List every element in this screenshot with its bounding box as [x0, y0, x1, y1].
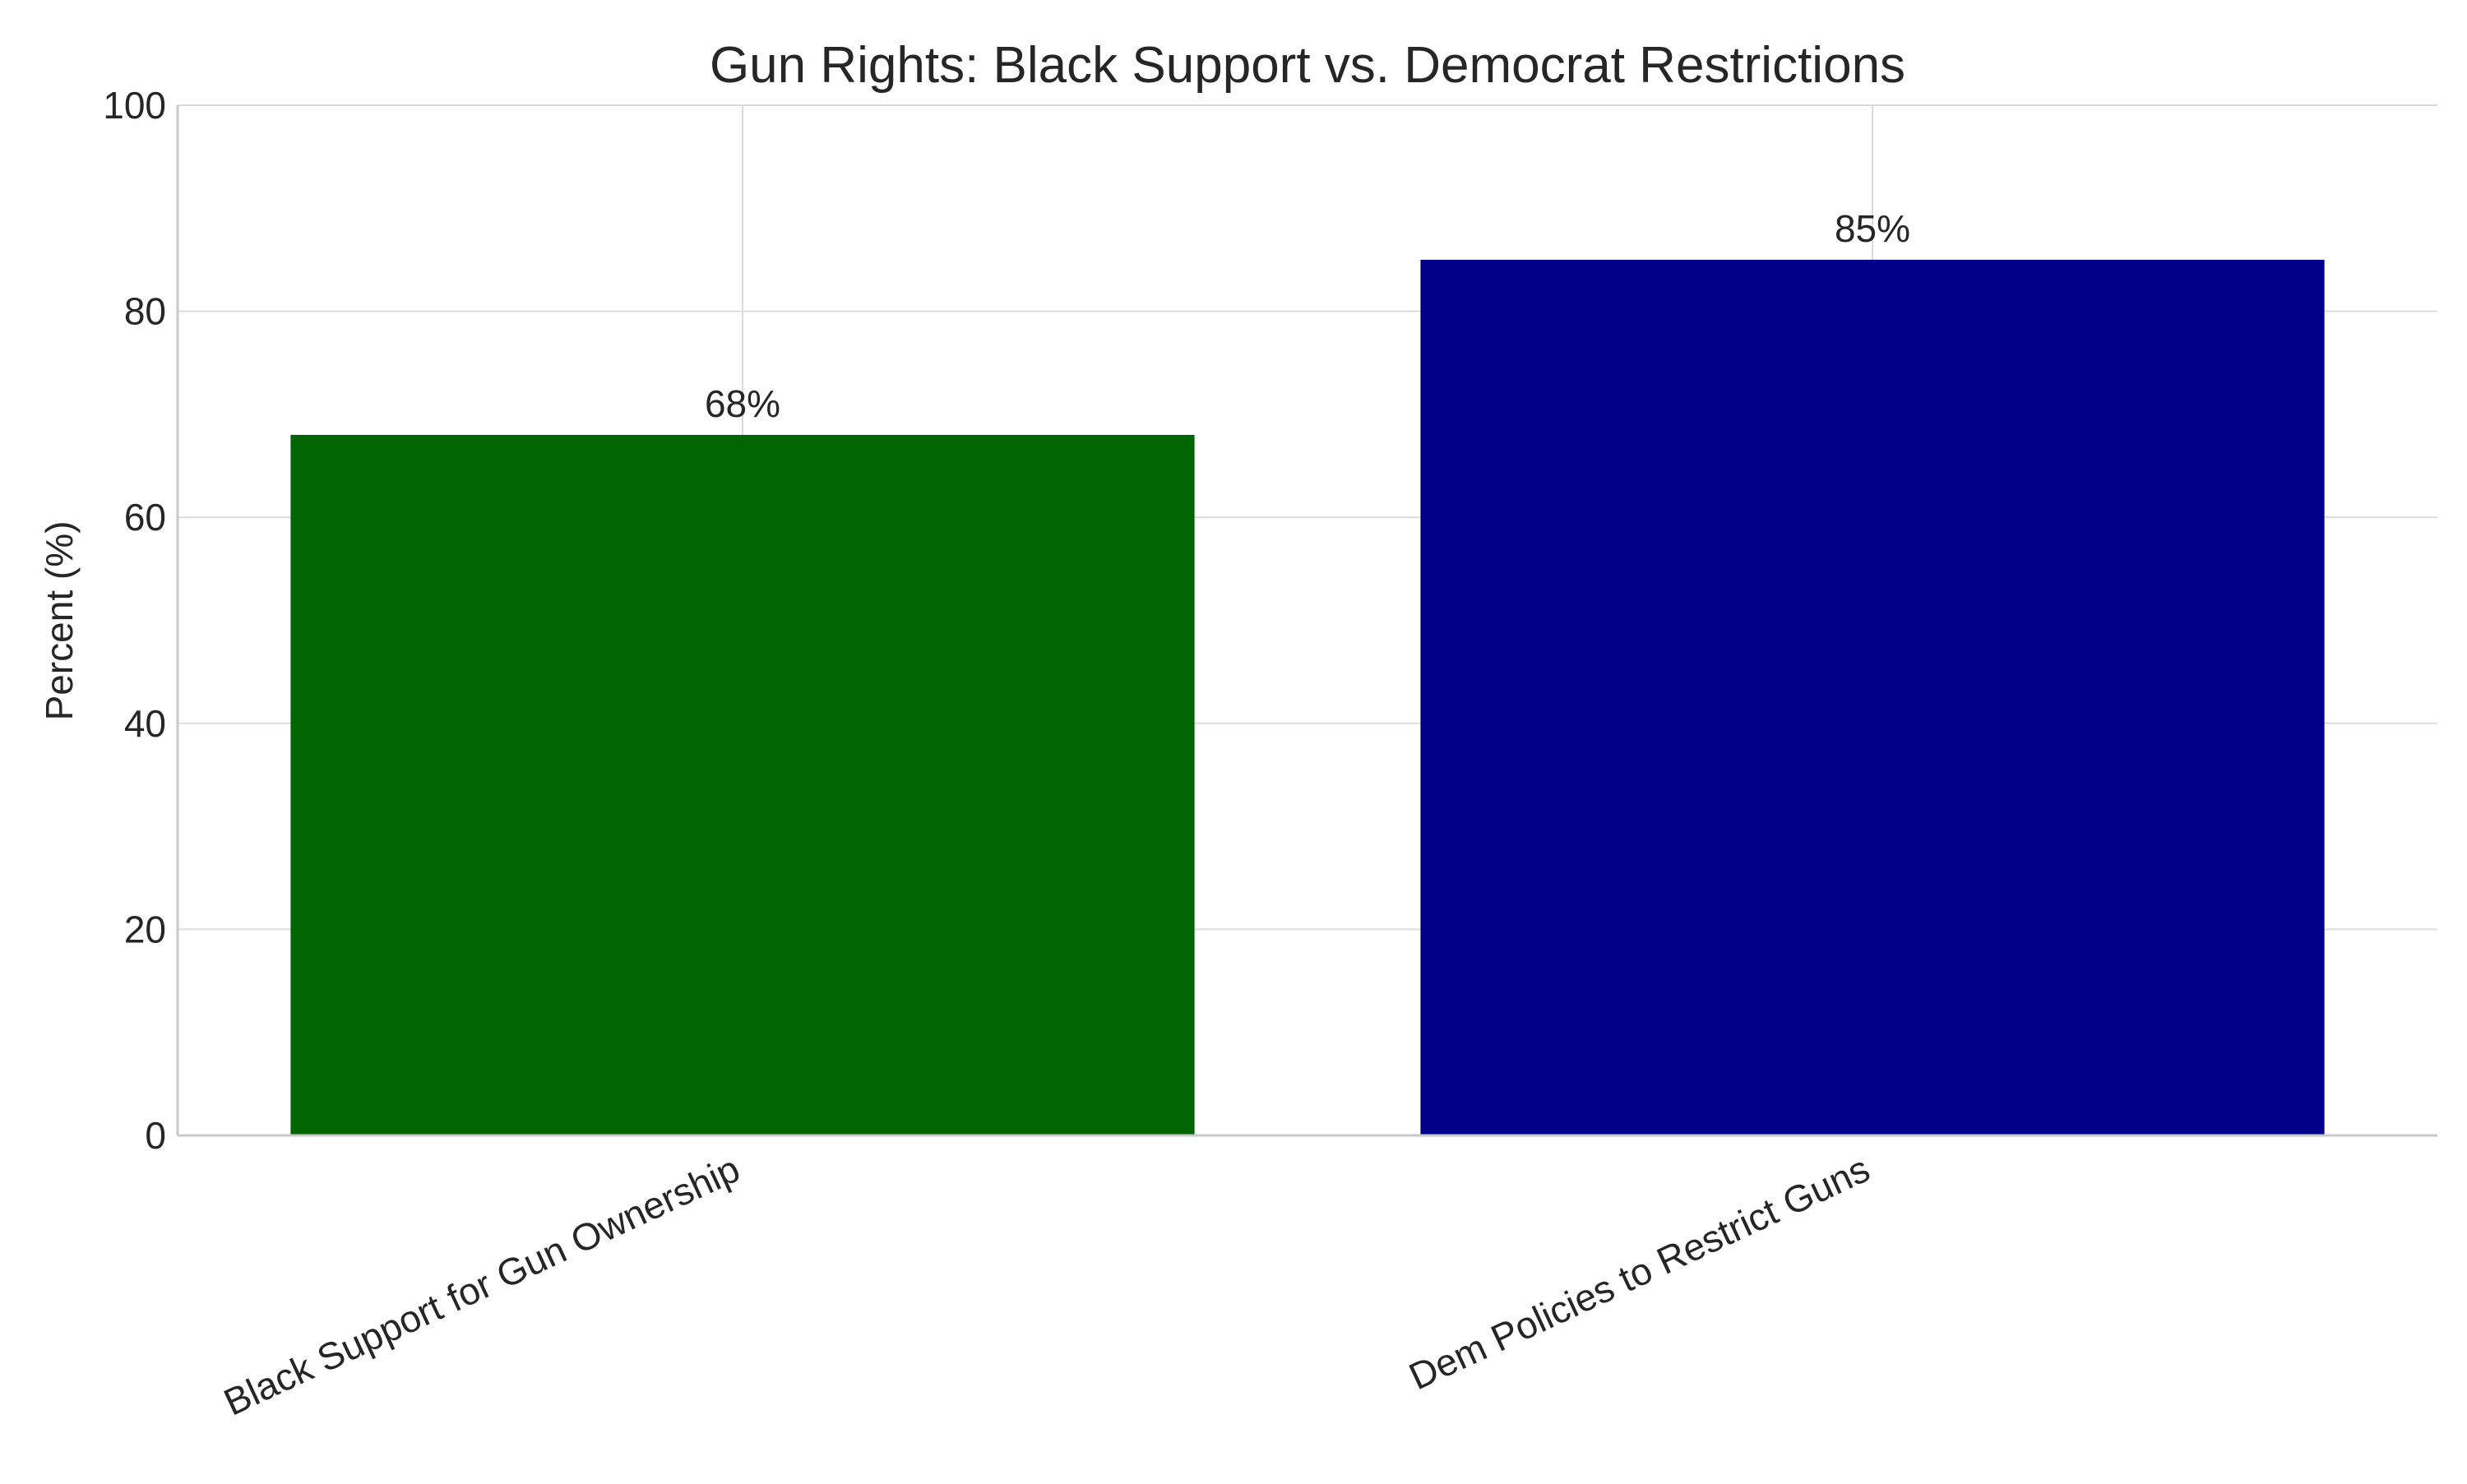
bar-value-label: 85% [1835, 207, 1910, 250]
bars [290, 259, 2325, 1136]
y-axis-label: Percent (%) [38, 521, 81, 721]
chart-title: Gun Rights: Black Support vs. Democrat R… [710, 37, 1905, 94]
y-tick-label: 80 [124, 290, 166, 333]
y-tick-label: 60 [124, 496, 166, 539]
bar [290, 434, 1195, 1135]
x-tick-label: Black Support for Gun Ownership [217, 1147, 746, 1424]
bar [1420, 259, 2325, 1136]
x-tick-label: Dem Policies to Restrict Guns [1403, 1147, 1877, 1398]
y-tick-label: 40 [124, 702, 166, 745]
y-tick-label: 20 [124, 908, 166, 950]
y-tick-label: 0 [145, 1114, 166, 1157]
axes [176, 105, 2437, 1137]
bar-value-label: 68% [705, 382, 780, 425]
y-tick-label: 100 [103, 84, 166, 127]
